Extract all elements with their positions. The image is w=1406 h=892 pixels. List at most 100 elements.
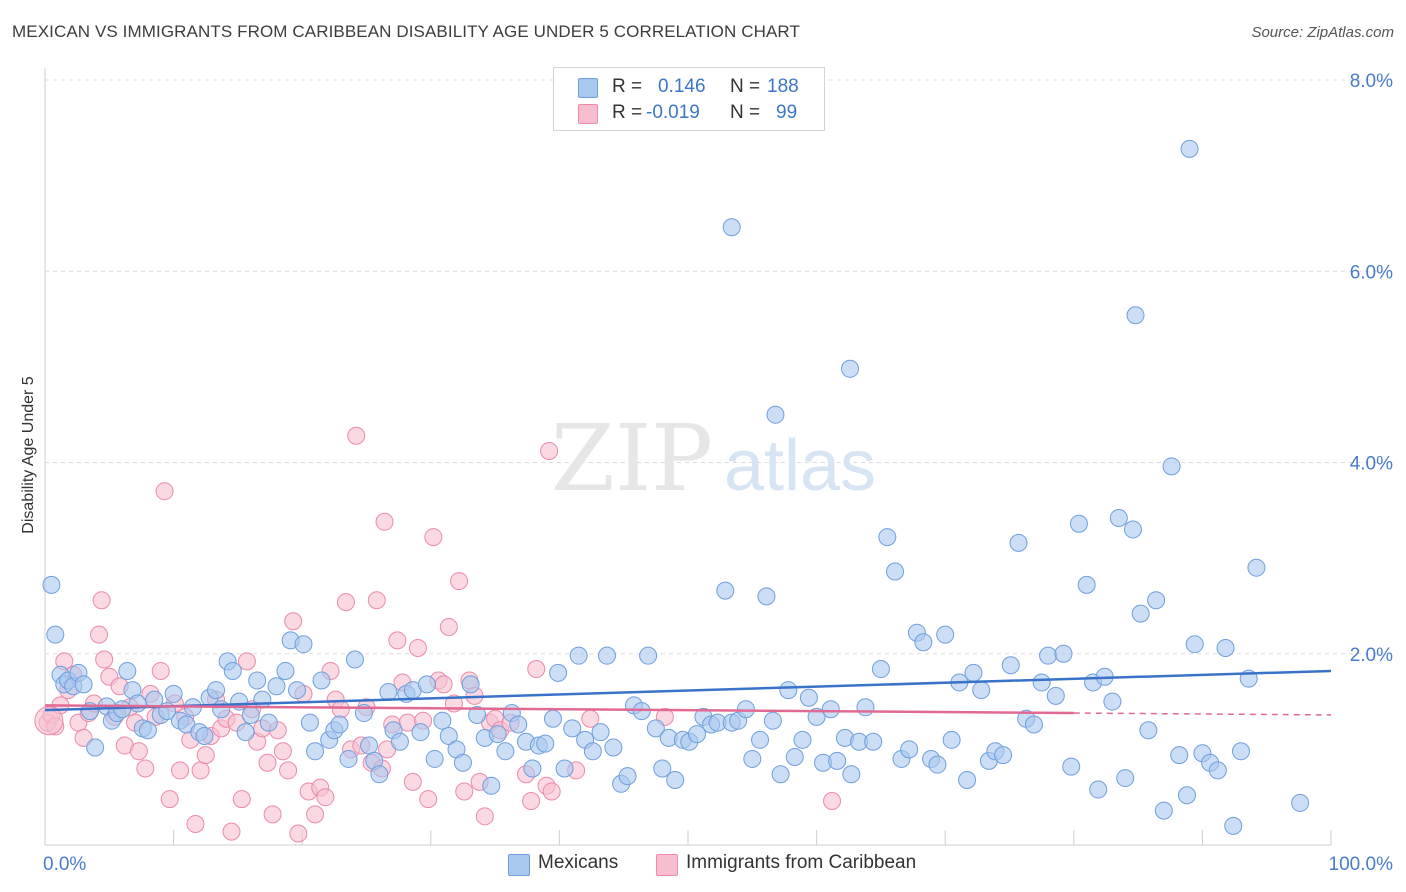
- caribbean-point: [527, 660, 546, 679]
- mexican-point: [1216, 639, 1235, 658]
- mexican-point: [1024, 715, 1043, 734]
- mexican-point: [1069, 514, 1088, 533]
- mexican-point: [555, 759, 574, 778]
- mexican-point: [1126, 306, 1145, 325]
- mexican-point: [1147, 591, 1166, 610]
- legend-swatch-mexicans: [508, 854, 530, 876]
- mexican-point: [425, 749, 444, 768]
- mexican-point: [509, 715, 528, 734]
- mexican-point: [666, 770, 685, 789]
- mexican-point: [736, 700, 755, 719]
- x-tick-labels: 0.0% 100.0%: [43, 854, 1393, 875]
- mexican-point: [900, 740, 919, 759]
- mexican-point: [936, 625, 955, 644]
- caribbean-point: [90, 625, 109, 644]
- y-tick-labels: 2.0% 4.0% 6.0% 8.0%: [1350, 71, 1393, 666]
- mexican-point: [523, 759, 542, 778]
- mexican-point: [496, 742, 515, 761]
- caribbean-point: [316, 788, 335, 807]
- mexican-point: [886, 562, 905, 581]
- mexican-point: [223, 661, 242, 680]
- mexican-point: [1103, 692, 1122, 711]
- mexican-point: [604, 738, 623, 757]
- caribbean-point: [331, 700, 350, 719]
- series-caribbean-points: [34, 426, 842, 843]
- y-tick-label: 8.0%: [1350, 71, 1393, 92]
- legend-swatch-blue: [578, 78, 598, 98]
- mexican-point: [1180, 139, 1199, 158]
- mexican-point: [46, 625, 65, 644]
- mexican-point: [417, 675, 436, 694]
- mexican-point: [1208, 761, 1227, 780]
- caribbean-point: [306, 805, 325, 824]
- y-tick-label: 2.0%: [1350, 645, 1393, 666]
- caribbean-point: [136, 759, 155, 778]
- x-tick-label-min: 0.0%: [43, 854, 86, 875]
- mexican-point: [1109, 508, 1128, 527]
- mexican-point: [543, 709, 562, 728]
- mexican-point: [259, 713, 278, 732]
- mexican-point: [688, 725, 707, 744]
- mexican-point: [468, 705, 487, 724]
- mexican-point: [928, 755, 947, 774]
- caribbean-point: [375, 512, 394, 531]
- caribbean-point: [129, 742, 148, 761]
- caribbean-point: [424, 528, 443, 547]
- mexican-point: [1224, 816, 1243, 835]
- mexican-point: [488, 725, 507, 744]
- mexican-point: [1054, 644, 1073, 663]
- trend-line-caribbean-dashed: [1073, 712, 1332, 716]
- mexican-point: [639, 646, 658, 665]
- mexican-point: [212, 700, 231, 719]
- mexican-point: [716, 581, 735, 600]
- caribbean-point: [289, 824, 308, 843]
- legend-r-value: -0.019: [646, 102, 700, 123]
- mexican-point: [267, 677, 286, 696]
- mexican-point: [536, 734, 555, 753]
- mexican-point: [591, 723, 610, 742]
- caribbean-point: [258, 753, 277, 772]
- mexican-point: [145, 690, 164, 709]
- legend-r-label: R =: [612, 102, 643, 123]
- mexican-point: [722, 218, 741, 237]
- legend-r-value: 0.146: [658, 76, 706, 97]
- mexican-point: [128, 694, 147, 713]
- mexican-point: [482, 776, 501, 795]
- mexican-point: [1039, 646, 1058, 665]
- mexican-point: [138, 721, 157, 740]
- mexican-point: [856, 698, 875, 717]
- mexican-point: [1185, 635, 1204, 654]
- mexican-point: [42, 575, 61, 594]
- mexican-point: [972, 681, 991, 700]
- mexican-point: [942, 730, 961, 749]
- mexican-point: [294, 635, 313, 654]
- mexican-point: [1009, 533, 1028, 552]
- mexican-point: [821, 700, 840, 719]
- caribbean-point: [455, 782, 474, 801]
- caribbean-point: [186, 814, 205, 833]
- caribbean-point: [160, 790, 179, 809]
- caribbean-point: [403, 772, 422, 791]
- caribbean-point: [92, 591, 111, 610]
- mexican-point: [1062, 757, 1081, 776]
- caribbean-point: [263, 805, 282, 824]
- mexican-point: [878, 528, 897, 547]
- legend-n-label: N =: [730, 102, 761, 123]
- mexican-point: [330, 715, 349, 734]
- caribbean-point: [196, 746, 215, 765]
- mexican-point: [453, 753, 472, 772]
- legend-swatch-caribbean: [656, 854, 678, 876]
- mexican-point: [1116, 769, 1135, 788]
- mexican-point: [345, 650, 364, 669]
- caribbean-point: [284, 612, 303, 631]
- legend-r-label: R =: [612, 76, 643, 97]
- caribbean-point: [155, 482, 174, 501]
- mexican-point: [1089, 780, 1108, 799]
- watermark: ZIP atlas: [551, 405, 876, 512]
- watermark-zip: ZIP: [551, 405, 713, 512]
- caribbean-point: [450, 572, 469, 591]
- mexican-point: [1154, 801, 1173, 820]
- mexican-point: [1046, 686, 1065, 705]
- mexican-point: [360, 736, 379, 755]
